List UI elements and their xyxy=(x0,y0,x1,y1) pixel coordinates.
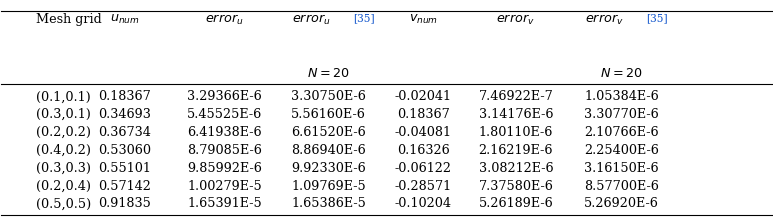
Text: 3.29366E-6: 3.29366E-6 xyxy=(187,90,262,103)
Text: 0.16326: 0.16326 xyxy=(397,144,450,157)
Text: 0.36734: 0.36734 xyxy=(98,126,151,139)
Text: 0.18367: 0.18367 xyxy=(98,90,151,103)
Text: 8.79085E-6: 8.79085E-6 xyxy=(187,144,262,157)
Text: 2.16219E-6: 2.16219E-6 xyxy=(478,144,553,157)
Text: [35]: [35] xyxy=(353,13,375,23)
Text: 9.85992E-6: 9.85992E-6 xyxy=(187,162,262,175)
Text: 2.10766E-6: 2.10766E-6 xyxy=(584,126,659,139)
Text: -0.28571: -0.28571 xyxy=(395,180,452,192)
Text: 0.91835: 0.91835 xyxy=(98,197,151,210)
Text: 0.55101: 0.55101 xyxy=(98,162,151,175)
Text: (0.4,0.2): (0.4,0.2) xyxy=(36,144,91,157)
Text: $N=20$: $N=20$ xyxy=(308,67,350,80)
Text: 3.08212E-6: 3.08212E-6 xyxy=(478,162,553,175)
Text: -0.04081: -0.04081 xyxy=(395,126,452,139)
Text: -0.10204: -0.10204 xyxy=(395,197,452,210)
Text: 0.34693: 0.34693 xyxy=(98,108,151,121)
Text: 6.41938E-6: 6.41938E-6 xyxy=(187,126,262,139)
Text: 0.18367: 0.18367 xyxy=(397,108,450,121)
Text: 1.65391E-5: 1.65391E-5 xyxy=(187,197,262,210)
Text: $error_{u}$: $error_{u}$ xyxy=(292,13,331,28)
Text: 7.37580E-6: 7.37580E-6 xyxy=(478,180,553,192)
Text: (0.2,0.2): (0.2,0.2) xyxy=(36,126,91,139)
Text: (0.3,0.1): (0.3,0.1) xyxy=(36,108,91,121)
Text: [35]: [35] xyxy=(646,13,668,23)
Text: 7.46922E-7: 7.46922E-7 xyxy=(478,90,553,103)
Text: Mesh grid: Mesh grid xyxy=(36,13,102,26)
Text: 3.30750E-6: 3.30750E-6 xyxy=(291,90,366,103)
Text: 0.57142: 0.57142 xyxy=(98,180,151,192)
Text: (0.3,0.3): (0.3,0.3) xyxy=(36,162,91,175)
Text: 6.61520E-6: 6.61520E-6 xyxy=(291,126,366,139)
Text: 8.57700E-6: 8.57700E-6 xyxy=(584,180,659,192)
Text: 0.53060: 0.53060 xyxy=(98,144,152,157)
Text: $error_{u}$: $error_{u}$ xyxy=(206,13,244,28)
Text: (0.1,0.1): (0.1,0.1) xyxy=(36,90,90,103)
Text: 3.14176E-6: 3.14176E-6 xyxy=(478,108,553,121)
Text: 1.00279E-5: 1.00279E-5 xyxy=(187,180,262,192)
Text: 5.56160E-6: 5.56160E-6 xyxy=(291,108,366,121)
Text: 1.09769E-5: 1.09769E-5 xyxy=(291,180,366,192)
Text: -0.02041: -0.02041 xyxy=(395,90,452,103)
Text: 1.05384E-6: 1.05384E-6 xyxy=(584,90,659,103)
Text: 9.92330E-6: 9.92330E-6 xyxy=(291,162,366,175)
Text: 8.86940E-6: 8.86940E-6 xyxy=(291,144,366,157)
Text: 3.16150E-6: 3.16150E-6 xyxy=(584,162,659,175)
Text: 1.80110E-6: 1.80110E-6 xyxy=(478,126,553,139)
Text: 2.25400E-6: 2.25400E-6 xyxy=(584,144,659,157)
Text: 5.26189E-6: 5.26189E-6 xyxy=(478,197,553,210)
Text: -0.06122: -0.06122 xyxy=(395,162,452,175)
Text: (0.2,0.4): (0.2,0.4) xyxy=(36,180,91,192)
Text: 5.45525E-6: 5.45525E-6 xyxy=(187,108,262,121)
Text: $v_{num}$: $v_{num}$ xyxy=(409,13,438,26)
Text: $N=20$: $N=20$ xyxy=(600,67,642,80)
Text: $error_{v}$: $error_{v}$ xyxy=(585,13,624,28)
Text: 5.26920E-6: 5.26920E-6 xyxy=(584,197,659,210)
Text: $error_{v}$: $error_{v}$ xyxy=(496,13,535,28)
Text: (0.5,0.5): (0.5,0.5) xyxy=(36,197,91,210)
Text: 3.30770E-6: 3.30770E-6 xyxy=(584,108,659,121)
Text: 1.65386E-5: 1.65386E-5 xyxy=(291,197,366,210)
Text: $u_{num}$: $u_{num}$ xyxy=(110,13,139,26)
